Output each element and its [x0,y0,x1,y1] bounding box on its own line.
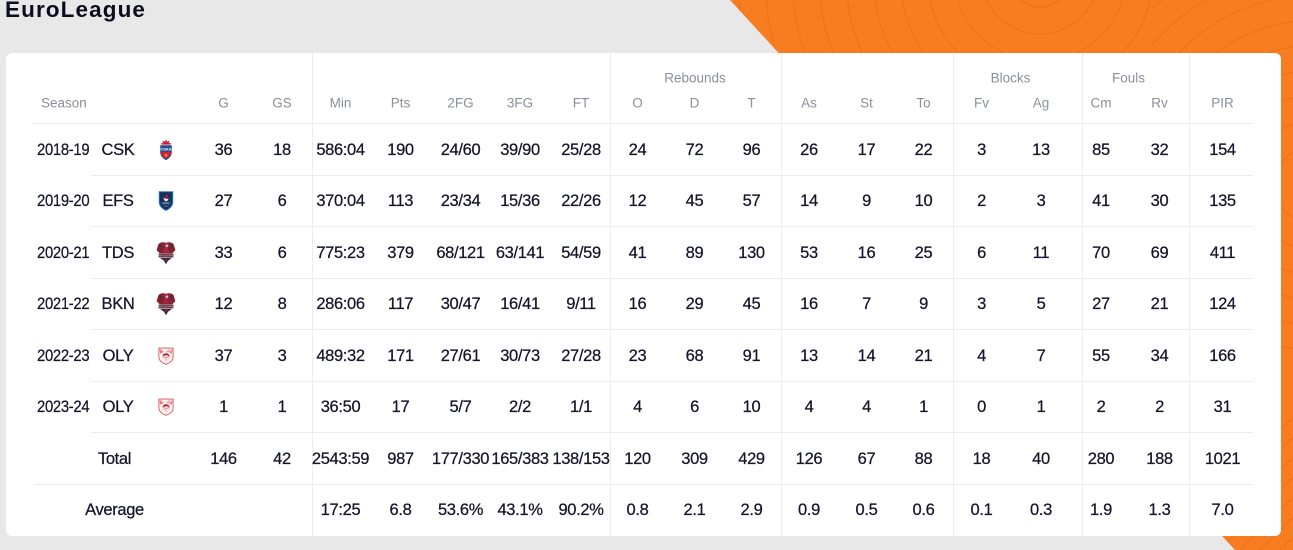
svg-text:CSKA: CSKA [160,146,171,151]
svg-text:EFES: EFES [162,202,169,205]
svg-text:DARUSSAFAKA: DARUSSAFAKA [157,306,175,309]
svg-text:DARUSSAFAKA: DARUSSAFAKA [157,254,175,257]
svg-text:1976: 1976 [163,206,169,208]
